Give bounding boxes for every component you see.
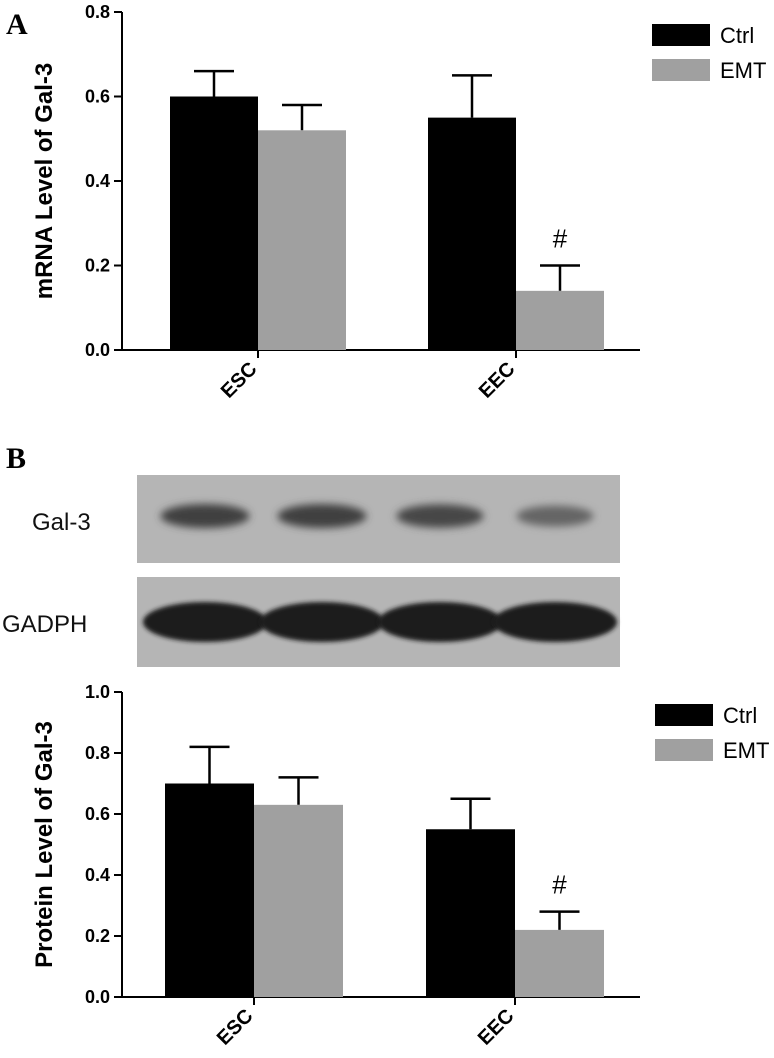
y-tick-label: 0.2 <box>85 256 110 276</box>
x-tick-label: EEC <box>474 1005 519 1050</box>
bar-eec-ctrl <box>428 117 516 350</box>
panel-b-letter: B <box>6 442 26 475</box>
y-tick-label: 0.8 <box>85 2 110 22</box>
blot-row-label-gadph: GADPH <box>2 611 87 638</box>
y-tick-label: 0.4 <box>85 865 110 885</box>
blot-band <box>378 602 502 642</box>
bar-eec-ctrl <box>426 829 515 997</box>
y-tick-label: 0.6 <box>85 804 110 824</box>
blot-band <box>277 504 367 528</box>
y-tick-label: 1.0 <box>85 682 110 702</box>
y-tick-label: 0.4 <box>85 171 110 191</box>
significance-marker: # <box>553 224 568 254</box>
legend-label-ctrl: Ctrl <box>723 703 757 728</box>
legend-label-ctrl: Ctrl <box>720 23 754 48</box>
blot-band <box>260 602 384 642</box>
y-axis-label: Protein Level of Gal-3 <box>31 721 58 968</box>
chart-a: 0.0 0.2 0.4 0.6 0.8 mRNA Level of Gal-3 ESC EEC… <box>31 2 766 403</box>
blot-bands-gal3 <box>160 504 594 528</box>
legend-swatch-emt <box>655 739 713 761</box>
legend-swatch-emt <box>652 59 710 81</box>
legend-swatch-ctrl <box>655 704 713 726</box>
panel-a-letter: A <box>6 8 28 41</box>
y-tick-label: 0.6 <box>85 87 110 107</box>
bar-esc-emt <box>254 804 343 997</box>
bar-eec-emt <box>516 290 604 350</box>
y-axis-label: mRNA Level of Gal-3 <box>31 63 58 300</box>
legend-label-emt: EMT <box>723 738 769 763</box>
blot-band <box>160 504 250 528</box>
blot-band <box>516 505 594 527</box>
bar-esc-ctrl <box>170 96 258 350</box>
legend-swatch-ctrl <box>652 24 710 46</box>
significance-marker: # <box>552 870 567 900</box>
y-tick-label: 0.0 <box>85 987 110 1007</box>
chart-b: 0.0 0.2 0.4 0.6 0.8 1.0 Protein Level of Gal-3… <box>31 682 769 1050</box>
bar-esc-emt <box>258 130 346 350</box>
bar-eec-emt <box>515 929 604 997</box>
y-tick-label: 0.8 <box>85 743 110 763</box>
x-tick-label: EEC <box>475 358 520 403</box>
legend-label-emt: EMT <box>720 58 766 83</box>
y-tick-label: 0.2 <box>85 926 110 946</box>
bar-esc-ctrl <box>165 783 254 997</box>
x-tick-label: ESC <box>213 1005 258 1050</box>
blot-band <box>396 504 484 528</box>
blot-band <box>143 602 267 642</box>
blot-bands-gadph <box>143 602 617 642</box>
x-tick-label: ESC <box>217 358 262 403</box>
blot-row-label-gal3: Gal-3 <box>32 509 91 536</box>
y-tick-label: 0.0 <box>85 340 110 360</box>
western-blot: Gal-3 GADPH <box>2 475 620 667</box>
blot-band <box>493 602 617 642</box>
